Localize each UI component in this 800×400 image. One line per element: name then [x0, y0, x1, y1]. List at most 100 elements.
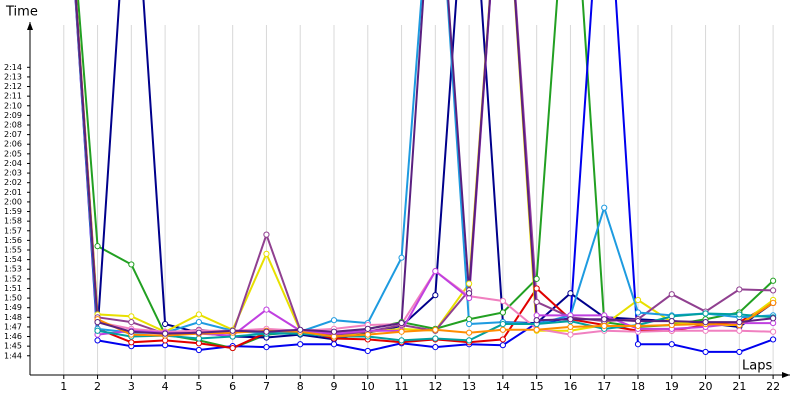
y-tick-label: 1:52: [4, 274, 22, 283]
y-tick-label: 1:57: [4, 226, 22, 235]
point: [128, 313, 135, 320]
x-tick-label: 15: [530, 380, 544, 393]
point: [195, 311, 202, 318]
y-tick-label: 1:45: [4, 342, 22, 351]
y-tick-label: 2:01: [4, 188, 22, 197]
point: [195, 319, 202, 326]
point: [330, 317, 338, 324]
point: [567, 323, 574, 331]
y-tick-label: 2:05: [4, 149, 22, 158]
y-tick-label: 1:53: [4, 265, 22, 274]
point: [330, 341, 338, 348]
point: [398, 319, 405, 327]
x-tick-label: 12: [428, 380, 442, 393]
point: [466, 280, 473, 287]
point: [702, 319, 709, 326]
y-tick-label: 2:06: [4, 140, 22, 149]
point: [432, 344, 439, 351]
point: [736, 319, 743, 326]
point: [330, 328, 338, 335]
point: [634, 309, 642, 316]
point: [668, 291, 675, 298]
y-axis-arrow: [27, 22, 33, 30]
point: [94, 243, 101, 250]
point: [364, 331, 371, 338]
point: [229, 327, 236, 334]
point: [432, 326, 439, 333]
series-line: [74, 0, 774, 342]
point: [499, 326, 506, 333]
y-tick-label: 1:59: [4, 207, 22, 216]
x-tick-label: 22: [766, 380, 780, 393]
series-line: [75, 0, 774, 338]
point: [634, 341, 642, 348]
point: [263, 306, 270, 313]
y-tick-label: 2:14: [4, 63, 22, 72]
point: [770, 277, 777, 284]
point: [162, 330, 169, 337]
point: [533, 298, 540, 306]
point: [601, 204, 608, 211]
point: [364, 347, 371, 355]
point: [770, 299, 777, 306]
y-tick-label: 1:49: [4, 303, 22, 312]
point: [499, 320, 506, 328]
x-axis-arrow: [782, 372, 790, 378]
y-tick-label: 1:58: [4, 217, 22, 226]
point: [567, 331, 574, 338]
point: [770, 315, 777, 322]
point: [533, 326, 540, 333]
series-line: [74, 0, 774, 341]
point: [398, 328, 405, 335]
y-tick-label: 2:08: [4, 121, 22, 130]
point: [533, 275, 540, 282]
x-tick-label: 17: [597, 380, 611, 393]
x-tick-label: 6: [229, 380, 236, 393]
y-tick-label: 2:13: [4, 72, 22, 81]
point: [128, 261, 135, 268]
point: [432, 292, 439, 299]
point: [601, 316, 608, 323]
point: [668, 318, 675, 325]
point: [770, 336, 777, 343]
x-axis-title: Laps: [742, 359, 772, 374]
x-tick-label: 16: [563, 380, 577, 393]
x-tick-label: 4: [162, 380, 169, 393]
point: [297, 341, 304, 348]
point: [668, 341, 675, 348]
y-tick-label: 1:46: [4, 332, 22, 341]
point: [195, 346, 202, 354]
x-tick-label: 19: [665, 380, 679, 393]
point: [128, 319, 135, 326]
point: [297, 326, 304, 333]
series-line: [74, 0, 774, 353]
x-tick-label: 13: [462, 380, 476, 393]
y-tick-label: 1:55: [4, 246, 22, 255]
x-tick-label: 18: [631, 380, 645, 393]
point: [94, 319, 101, 326]
x-tick-label: 21: [732, 380, 746, 393]
ticks: 1 2 3 4 5 6 7 8 9 10 11 12 13 14 15 16 17 18 19 20 21 221:441…: [4, 63, 780, 393]
point: [736, 286, 743, 293]
y-tick-label: 1:48: [4, 313, 22, 322]
point: [634, 296, 642, 304]
y-tick-label: 2:11: [4, 92, 22, 101]
point: [499, 297, 506, 305]
point: [736, 327, 743, 334]
point: [195, 329, 202, 336]
point: [162, 320, 169, 328]
y-tick-label: 1:44: [4, 351, 22, 360]
y-tick-label: 2:10: [4, 101, 22, 110]
y-tick-label: 1:51: [4, 284, 22, 293]
point: [263, 328, 270, 335]
point: [601, 322, 608, 330]
plot-area: [74, 0, 777, 356]
point: [567, 316, 574, 323]
y-tick-label: 1:50: [4, 294, 22, 303]
point: [499, 336, 506, 343]
y-tick-label: 1:54: [4, 255, 22, 264]
point: [128, 339, 135, 346]
point: [533, 317, 540, 324]
x-tick-label: 2: [94, 380, 101, 393]
